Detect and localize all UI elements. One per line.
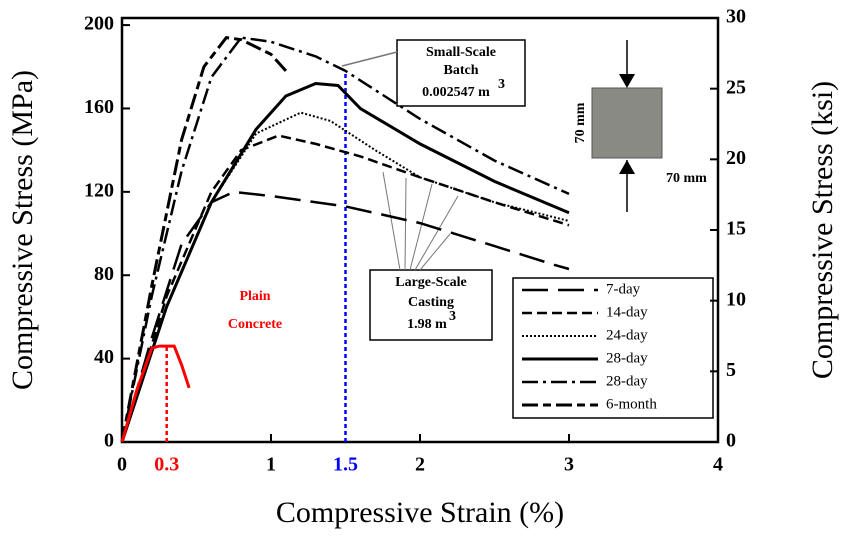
plain-label: Plain [239, 289, 270, 304]
y2-tick-label: 25 [726, 76, 746, 98]
y2-tick-label: 10 [726, 288, 746, 310]
y-tick-label: 40 [94, 346, 114, 368]
series-line [120, 134, 570, 443]
x-tick-label: 1 [266, 454, 276, 476]
legend-label: 28-day [606, 373, 648, 389]
y2-tick-label: 20 [726, 147, 746, 169]
arrows [382, 171, 459, 271]
load-arrow-head [619, 160, 635, 174]
load-arrow-head [619, 74, 635, 88]
series-line [120, 35, 288, 443]
y-axis-label: Compressive Stress (MPa) [6, 70, 39, 390]
y-tick-label: 200 [84, 13, 114, 35]
series-line [120, 81, 570, 443]
specimen-image [591, 87, 663, 159]
legend-label: 7-day [606, 281, 641, 297]
dimension-label: 70 mm [573, 102, 588, 143]
x-axis-label: Compressive Strain (%) [276, 496, 564, 529]
annotation-text: Casting [408, 295, 454, 310]
y2-tick-label: 30 [726, 6, 746, 28]
x-tick-label: 0 [117, 454, 127, 476]
legend-label: 24-day [606, 327, 648, 343]
y-tick-label: 80 [94, 263, 114, 285]
annotation-sup: 3 [498, 77, 505, 92]
marker-label: 0.3 [154, 454, 179, 476]
legend-label: 14-day [606, 304, 648, 320]
annotation-text: 1.98 m [407, 317, 447, 332]
plain-label: Concrete [228, 317, 282, 332]
x-tick-label: 4 [713, 454, 723, 476]
annotation-text: Large-Scale [395, 275, 467, 290]
legend [512, 277, 714, 419]
arrow [341, 51, 398, 67]
annotation-text: 0.002547 m [422, 85, 490, 100]
y2-axis-label: Compressive Stress (ksi) [806, 81, 839, 379]
legend-label: 6-month [606, 396, 657, 412]
series-line [120, 36, 570, 443]
dimension-label: 70 mm [666, 171, 707, 186]
annotation-box [396, 39, 526, 107]
annotation-sup: 3 [449, 309, 456, 324]
y2-tick-label: 0 [726, 430, 736, 452]
legend-label: 28-day [606, 350, 648, 366]
plain-concrete-line [120, 344, 191, 443]
x-tick-label: 3 [564, 454, 574, 476]
y-tick-label: 0 [104, 430, 114, 452]
y-tick-label: 120 [84, 179, 114, 201]
y2-tick-label: 5 [726, 359, 736, 381]
y-tick-label: 160 [84, 96, 114, 118]
annotation-text: Small-Scale [426, 45, 496, 60]
y2-tick-label: 15 [726, 218, 746, 240]
annotation-box [369, 269, 493, 341]
annotation-text: Batch [444, 63, 479, 78]
marker-label: 1.5 [333, 454, 358, 476]
x-tick-label: 2 [415, 454, 425, 476]
